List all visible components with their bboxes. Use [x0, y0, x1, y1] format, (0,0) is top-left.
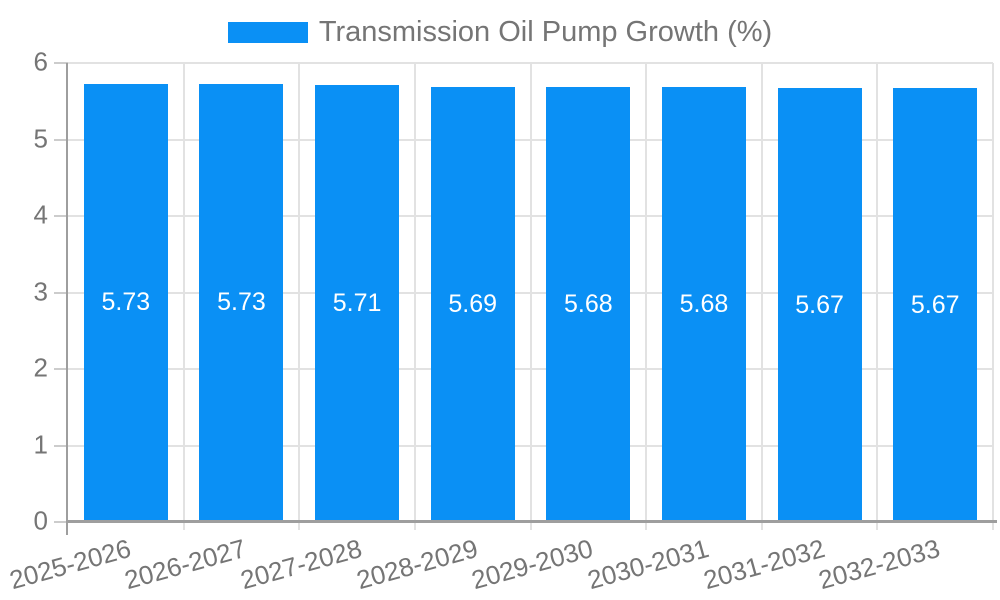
x-axis-line [66, 520, 997, 523]
gridline [182, 63, 185, 530]
y-axis-tick-label: 2 [33, 352, 48, 383]
y-axis-tick [54, 291, 68, 294]
bar-value-label: 5.67 [910, 290, 960, 319]
gridline [298, 63, 301, 530]
bar[interactable]: 5.71 [315, 85, 400, 522]
bar[interactable]: 5.73 [83, 83, 168, 522]
y-axis-tick-label: 6 [33, 46, 48, 77]
y-axis-tick [54, 138, 68, 141]
y-axis-tick [54, 62, 68, 64]
gridline [529, 63, 532, 530]
legend[interactable]: Transmission Oil Pump Growth (%) [0, 16, 1000, 48]
bar-value-label: 5.69 [448, 289, 498, 318]
y-axis-tick [54, 368, 68, 370]
legend-label: Transmission Oil Pump Growth (%) [318, 16, 773, 48]
bar[interactable]: 5.67 [777, 88, 862, 522]
bar-value-label: 5.67 [795, 290, 844, 319]
legend-swatch [227, 22, 308, 43]
bar[interactable]: 5.67 [893, 88, 978, 522]
bar-value-label: 5.71 [332, 289, 382, 318]
bar-value-label: 5.68 [679, 290, 729, 319]
y-axis-tick-label: 0 [33, 505, 48, 536]
y-axis-tick-label: 5 [33, 122, 48, 153]
gridline [645, 63, 648, 530]
y-axis-tick [54, 444, 68, 447]
y-axis-tick [54, 215, 68, 217]
gridline [992, 63, 994, 530]
gridline [760, 63, 763, 530]
y-axis-line [66, 63, 68, 535]
y-axis-tick-label: 3 [33, 275, 48, 306]
gridline [413, 63, 416, 530]
gridline [876, 63, 879, 530]
y-axis-tick-label: 1 [33, 428, 48, 459]
bar[interactable]: 5.73 [199, 83, 284, 522]
bar-value-label: 5.68 [563, 290, 613, 319]
y-axis-tick-label: 4 [33, 199, 48, 230]
bar-value-label: 5.73 [217, 288, 266, 317]
bar-value-label: 5.73 [101, 288, 151, 317]
bar[interactable]: 5.68 [546, 87, 631, 522]
y-axis-tick [54, 521, 68, 523]
bar[interactable]: 5.68 [661, 87, 746, 522]
bar[interactable]: 5.69 [430, 86, 515, 522]
